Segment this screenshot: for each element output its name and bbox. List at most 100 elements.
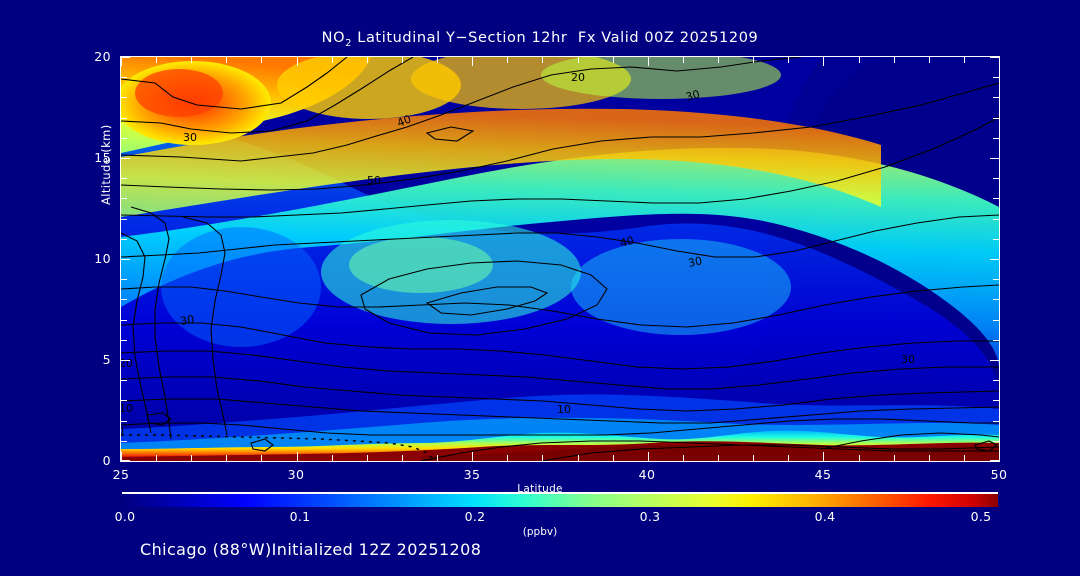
x-tick-25: 25	[112, 467, 130, 482]
y-tickmark-8	[121, 299, 127, 301]
colorbar-top-rule	[122, 492, 998, 494]
y-tickmark-right-1	[993, 440, 999, 442]
y-tickmark-5	[121, 360, 130, 361]
y-tickmark-right-4	[993, 380, 999, 382]
x-tickmark-top-33	[401, 57, 403, 63]
title-species: NO	[321, 30, 346, 46]
x-tick-45: 45	[814, 467, 832, 482]
x-tickmark-47	[893, 455, 895, 461]
x-tickmark-42	[718, 455, 720, 461]
x-tickmark-top-49	[963, 57, 965, 63]
contour-label-20-top: 20	[571, 71, 585, 84]
x-tickmark-top-45	[823, 57, 825, 66]
x-tick-50: 50	[990, 467, 1008, 482]
y-tick-0: 0	[102, 453, 111, 468]
y-tickmark-right-9	[993, 279, 999, 281]
y-tickmark-right-10	[990, 259, 999, 260]
y-tickmark-right-16	[993, 137, 999, 139]
y-tickmark-0	[121, 460, 130, 461]
y-tickmark-right-18	[993, 97, 999, 99]
x-tickmark-top-46	[858, 57, 860, 63]
y-tickmark-17	[121, 117, 127, 119]
contour-labels: 30 40 20 50 30 40 30 30 20 10 0 10 30	[121, 71, 915, 438]
x-tickmark-34	[437, 455, 439, 461]
x-tickmark-33	[401, 455, 403, 461]
x-tickmark-27	[191, 455, 193, 461]
y-tickmark-right-8	[993, 299, 999, 301]
colorbar-tick-3: 0.3	[639, 509, 661, 524]
x-tickmark-top-31	[331, 57, 333, 63]
x-tickmark-top-26	[156, 57, 158, 63]
x-tickmark-25	[121, 452, 122, 461]
y-tickmark-right-7	[993, 319, 999, 321]
contour-lines	[121, 57, 999, 461]
x-tickmark-top-47	[893, 57, 895, 63]
x-tickmark-31	[331, 455, 333, 461]
x-tickmark-49	[963, 455, 965, 461]
y-tickmark-right-3	[993, 400, 999, 402]
plot-area: 30 40 20 50 30 40 30 30 20 10 0 10 30 Al…	[94, 49, 1007, 482]
x-tickmark-46	[858, 455, 860, 461]
x-tickmark-top-44	[788, 57, 790, 63]
x-tick-35: 35	[463, 467, 481, 482]
contour-label-50a: 50	[367, 174, 381, 187]
x-tickmark-36	[507, 455, 509, 461]
x-tickmark-37	[542, 455, 544, 461]
contour-label-20b: 20	[121, 357, 133, 370]
colorbar-tick-1: 0.1	[289, 509, 311, 524]
y-tickmark-2	[121, 420, 127, 422]
contour-label-30d: 30	[179, 313, 195, 328]
y-tickmark-right-20	[990, 57, 999, 58]
x-tickmark-38	[577, 455, 579, 461]
y-tick-5: 5	[102, 352, 111, 367]
y-tickmark-11	[121, 238, 127, 240]
x-tickmark-top-36	[507, 57, 509, 63]
x-tickmark-top-48	[928, 57, 930, 63]
x-tickmark-top-41	[682, 57, 684, 63]
x-tickmark-26	[156, 455, 158, 461]
x-tickmark-top-27	[191, 57, 193, 63]
x-tickmark-top-40	[647, 57, 649, 66]
contour-label-30a: 30	[183, 131, 197, 144]
x-tickmark-41	[682, 455, 684, 461]
y-tickmark-right-15	[990, 158, 999, 159]
y-tickmark-right-11	[993, 238, 999, 240]
x-tickmark-top-39	[612, 57, 614, 63]
colorbar-tick-2: 0.2	[464, 509, 486, 524]
y-tickmark-right-19	[993, 77, 999, 79]
x-tickmark-35	[472, 452, 474, 461]
x-tickmark-40	[647, 452, 649, 461]
y-tickmark-right-17	[993, 117, 999, 119]
x-tickmark-44	[788, 455, 790, 461]
y-tickmark-18	[121, 97, 127, 99]
y-tick-10: 10	[94, 251, 111, 266]
x-tickmark-50	[999, 452, 1000, 461]
x-tickmark-top-38	[577, 57, 579, 63]
field-blue-pocket-left	[161, 227, 321, 347]
y-tickmark-19	[121, 77, 127, 79]
contour-dashed-zero	[121, 434, 434, 460]
x-tickmark-top-28	[226, 57, 228, 63]
y-tickmark-right-5	[990, 360, 999, 361]
x-tickmark-top-34	[437, 57, 439, 63]
x-tickmark-30	[296, 452, 298, 461]
x-tickmark-28	[226, 455, 228, 461]
x-tickmark-top-32	[366, 57, 368, 63]
y-tickmark-1	[121, 440, 127, 442]
x-tickmark-top-37	[542, 57, 544, 63]
x-tick-40: 40	[638, 467, 656, 482]
y-tickmark-20	[121, 57, 130, 58]
x-tickmark-48	[928, 455, 930, 461]
y-tickmark-right-14	[993, 178, 999, 180]
x-tickmark-32	[366, 455, 368, 461]
x-tickmark-43	[753, 455, 755, 461]
y-tickmark-13	[121, 198, 127, 200]
x-tickmark-29	[261, 455, 263, 461]
colorbar-units-label: (ppbv)	[522, 526, 558, 538]
y-tickmark-10	[121, 259, 130, 260]
y-tickmark-right-12	[993, 218, 999, 220]
x-tickmark-top-35	[472, 57, 474, 66]
field-cyan-pocket-2	[349, 237, 493, 293]
x-tickmark-top-29	[261, 57, 263, 63]
